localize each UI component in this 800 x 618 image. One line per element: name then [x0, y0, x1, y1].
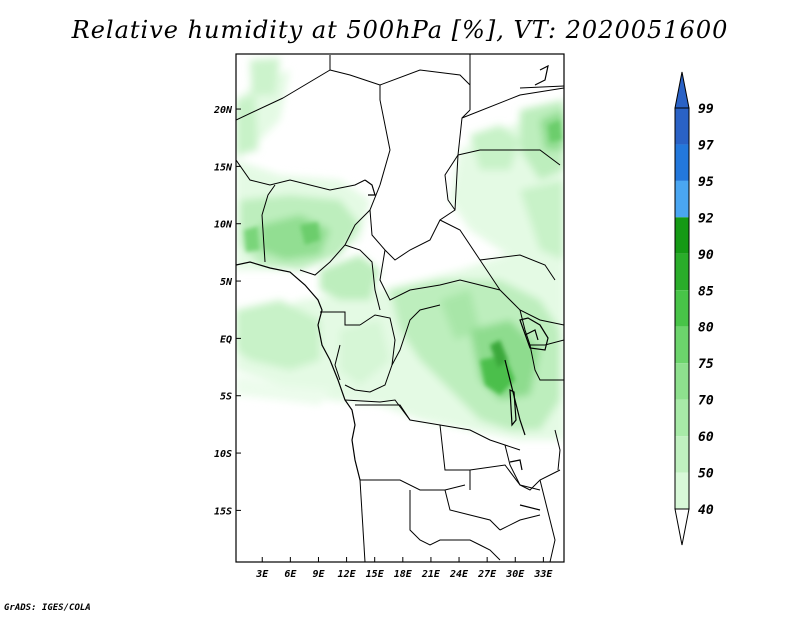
- colorbar-segment: [675, 363, 689, 400]
- x-tick-label: 3E: [255, 569, 269, 580]
- colorbar-segment: [675, 253, 689, 291]
- colorbar-segment: [675, 144, 689, 181]
- credit-text: GrADS: IGES/COLA: [4, 603, 91, 613]
- x-axis: 3E 6E 9E 12E 15E 18E 21E 24E 27E 30E 33E: [255, 557, 553, 580]
- y-tick-label: 10S: [214, 449, 232, 460]
- colorbar-label: 70: [698, 394, 714, 409]
- colorbar-segment: [675, 108, 689, 145]
- colorbar-segment: [675, 399, 689, 437]
- colorbar-segment: [675, 217, 689, 254]
- colorbar-label: 40: [698, 503, 714, 518]
- x-tick-label: 21E: [421, 569, 441, 580]
- y-tick-label: 5N: [220, 277, 233, 288]
- colorbar-segment: [675, 436, 689, 473]
- x-tick-label: 33E: [533, 569, 553, 580]
- y-tick-label: 15N: [214, 162, 233, 173]
- x-tick-label: 18E: [394, 569, 413, 580]
- y-tick-label: 15S: [214, 506, 232, 517]
- colorbar-top-arrow: [674, 71, 690, 109]
- colorbar-segment: [675, 290, 689, 327]
- colorbar-label: 50: [698, 467, 714, 482]
- colorbar-label: 90: [698, 248, 714, 263]
- colorbar: 99 97 95 92 90 85 80 75 70 60 50 40: [674, 71, 714, 546]
- colorbar-label: 80: [698, 321, 714, 336]
- y-tick-label: 20N: [213, 105, 233, 116]
- colorbar-label: 75: [698, 357, 714, 372]
- colorbar-bottom-arrow: [674, 508, 690, 546]
- x-tick-label: 12E: [338, 569, 357, 580]
- chart-title: Relative humidity at 500hPa [%], VT: 202…: [71, 16, 729, 44]
- y-tick-label: 10N: [214, 220, 233, 231]
- x-tick-label: 30E: [505, 569, 525, 580]
- colorbar-label: 60: [698, 430, 714, 445]
- x-tick-label: 24E: [449, 569, 469, 580]
- coastlines: [236, 64, 549, 511]
- map-frame: [235, 53, 565, 563]
- humidity-field: [236, 58, 564, 440]
- x-tick-label: 6E: [284, 569, 297, 580]
- colorbar-label: 85: [698, 284, 714, 299]
- y-axis: 20N 15N 10N 5N EQ 5S 10S 15S: [213, 105, 241, 517]
- colorbar-segment: [675, 326, 689, 364]
- colorbar-label: 97: [698, 138, 714, 153]
- colorbar-segment: [675, 180, 689, 218]
- x-tick-label: 15E: [366, 569, 385, 580]
- colorbar-segment: [675, 472, 689, 509]
- x-tick-label: 9E: [312, 569, 325, 580]
- y-tick-label: 5S: [220, 392, 232, 403]
- y-tick-label: EQ: [220, 334, 232, 345]
- colorbar-label: 92: [698, 211, 714, 226]
- country-borders: [236, 54, 564, 562]
- colorbar-label: 95: [698, 175, 714, 190]
- x-tick-label: 27E: [477, 569, 497, 580]
- colorbar-label: 99: [698, 102, 714, 117]
